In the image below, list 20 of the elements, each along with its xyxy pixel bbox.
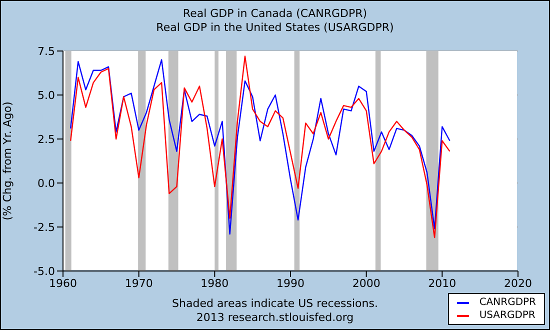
x-tick-label: 1960 xyxy=(49,276,77,290)
y-axis-title: (% Chg. from Yr. Ago) xyxy=(0,102,14,220)
x-tick-label: 1980 xyxy=(200,276,229,290)
x-tick-label: 2010 xyxy=(428,276,456,290)
x-tick-label: 1970 xyxy=(124,276,153,290)
chart-title: Real GDP in Canada (CANRGDPR) xyxy=(182,7,368,21)
y-tick-label: -2.5 xyxy=(34,220,55,234)
text: Shaded areas indicate US recessions. xyxy=(172,297,378,310)
y-tick-label: 5.0 xyxy=(38,88,55,102)
text: 2013 research.stlouisfed.org xyxy=(196,311,354,324)
legend-label: USARGDPR xyxy=(479,309,536,322)
y-tick-label: 2.5 xyxy=(38,132,55,146)
legend-label: CANRGDPR xyxy=(479,296,536,309)
x-tick-label: 2000 xyxy=(352,276,380,290)
y-tick-label: 0.0 xyxy=(38,176,55,190)
chart-subtitle: Real GDP in the United States (USARGDPR) xyxy=(155,21,395,35)
x-tick-label: 2020 xyxy=(504,276,532,290)
x-tick-label: 1990 xyxy=(276,276,304,290)
y-tick-label: 7.5 xyxy=(38,44,55,58)
y-tick-label: -5.0 xyxy=(34,264,55,278)
